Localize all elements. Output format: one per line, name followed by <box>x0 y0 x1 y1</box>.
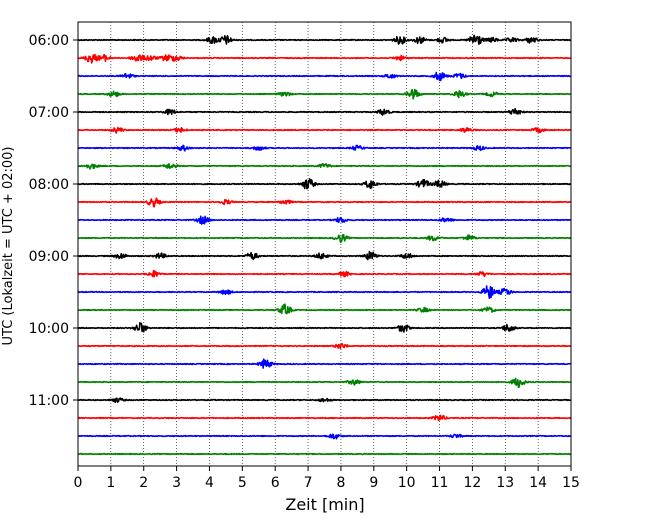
x-tick-label: 6 <box>271 475 280 491</box>
trace-0945 <box>77 303 572 315</box>
x-tick-label: 14 <box>529 475 547 491</box>
y-tick-label: 07:00 <box>29 105 69 121</box>
x-axis-ticks: 0 1 2 3 4 5 6 7 8 9 10 11 12 13 14 15 <box>74 466 580 491</box>
x-tick-label: 13 <box>496 475 514 491</box>
y-tick-label: 11:00 <box>29 393 69 409</box>
trace-0700 <box>77 107 572 116</box>
grid-lines <box>110 22 539 466</box>
trace-1145 <box>77 452 572 456</box>
x-tick-label: 5 <box>238 475 247 491</box>
trace-0645 <box>77 88 572 100</box>
trace-0745 <box>77 163 572 170</box>
trace-1045 <box>77 377 572 389</box>
y-tick-label: 10:00 <box>29 321 69 337</box>
x-tick-label: 2 <box>139 475 148 491</box>
trace-0615 <box>77 53 572 64</box>
trace-0715 <box>77 126 572 134</box>
trace-0915 <box>77 269 572 278</box>
x-tick-label: 10 <box>398 475 416 491</box>
x-tick-label: 3 <box>172 475 181 491</box>
trace-1015 <box>77 342 572 350</box>
x-tick-label: 9 <box>369 475 378 491</box>
plot-frame <box>77 21 572 467</box>
trace-0815 <box>77 197 572 208</box>
trace-0930 <box>77 285 572 299</box>
trace-1130 <box>77 433 572 440</box>
x-tick-label: 8 <box>336 475 345 491</box>
trace-1100 <box>77 397 572 404</box>
x-tick-label: 12 <box>463 475 481 491</box>
trace-0730 <box>77 144 572 152</box>
x-tick-label: 0 <box>74 475 83 491</box>
seismogram-traces <box>77 34 572 456</box>
y-tick-label: 06:00 <box>29 33 69 49</box>
trace-1115 <box>77 414 572 422</box>
trace-1000 <box>77 322 572 333</box>
trace-0845 <box>77 233 572 243</box>
x-tick-label: 15 <box>562 475 580 491</box>
x-tick-label: 7 <box>304 475 313 491</box>
x-axis-label: Zeit [min] <box>285 495 364 514</box>
x-tick-label: 1 <box>106 475 115 491</box>
trace-0630 <box>77 71 572 82</box>
x-tick-label: 11 <box>431 475 449 491</box>
trace-0830 <box>77 215 572 225</box>
x-tick-label: 4 <box>205 475 214 491</box>
trace-0900 <box>77 250 572 261</box>
trace-0800 <box>77 178 572 190</box>
y-tick-label: 09:00 <box>29 249 69 265</box>
trace-1030 <box>77 358 572 369</box>
trace-0600 <box>77 34 572 46</box>
y-axis-ticks: 06:00 07:00 08:00 09:00 10:00 11:00 <box>29 33 78 409</box>
y-tick-label: 08:00 <box>29 177 69 193</box>
y-axis-label: UTC (Lokalzeit = UTC + 02:00) <box>1 147 16 346</box>
